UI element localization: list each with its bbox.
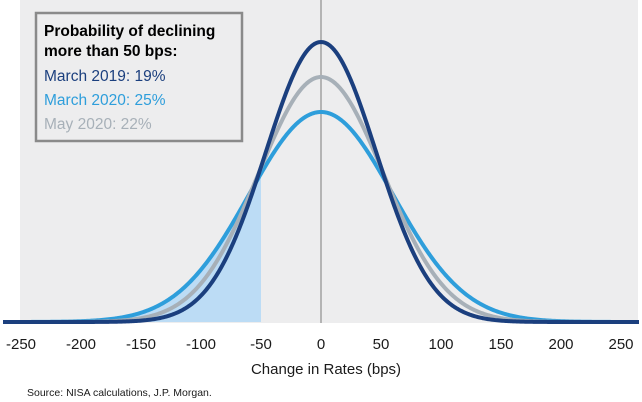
- legend-title-line-1: Probability of declining: [44, 23, 215, 40]
- legend-border: [34, 11, 244, 143]
- x-tick-label: 0: [317, 336, 325, 353]
- series-layer: [2, 40, 640, 324]
- legend-box: Probability of declining more than 50 bp…: [34, 11, 244, 143]
- legend-entry-march-2020: March 2020: 25%: [44, 92, 166, 109]
- legend-entry-march-2019: March 2019: 19%: [44, 68, 166, 85]
- x-axis-ticks: -250 -200 -150 -100 -50 0 50 100 150 200 250: [6, 336, 634, 353]
- x-tick-label: 200: [548, 336, 573, 353]
- source-note: Source: NISA calculations, J.P. Morgan.: [27, 387, 212, 399]
- x-tick-label: -150: [126, 336, 156, 353]
- x-tick-label: -200: [66, 336, 96, 353]
- x-tick-label: -100: [186, 336, 216, 353]
- x-tick-label: -250: [6, 336, 36, 353]
- series-line-march-2019: [2, 40, 640, 324]
- x-tick-label: 50: [373, 336, 390, 353]
- x-tick-label: -50: [250, 336, 272, 353]
- x-tick-label: 250: [608, 336, 633, 353]
- shaded-decline-region: [3, 173, 261, 322]
- legend-title-line-2: more than 50 bps:: [44, 43, 178, 60]
- x-tick-label: 150: [488, 336, 513, 353]
- x-axis-label: Change in Rates (bps): [251, 361, 401, 378]
- legend-entry-may-2020: May 2020: 22%: [44, 116, 152, 133]
- x-tick-label: 100: [428, 336, 453, 353]
